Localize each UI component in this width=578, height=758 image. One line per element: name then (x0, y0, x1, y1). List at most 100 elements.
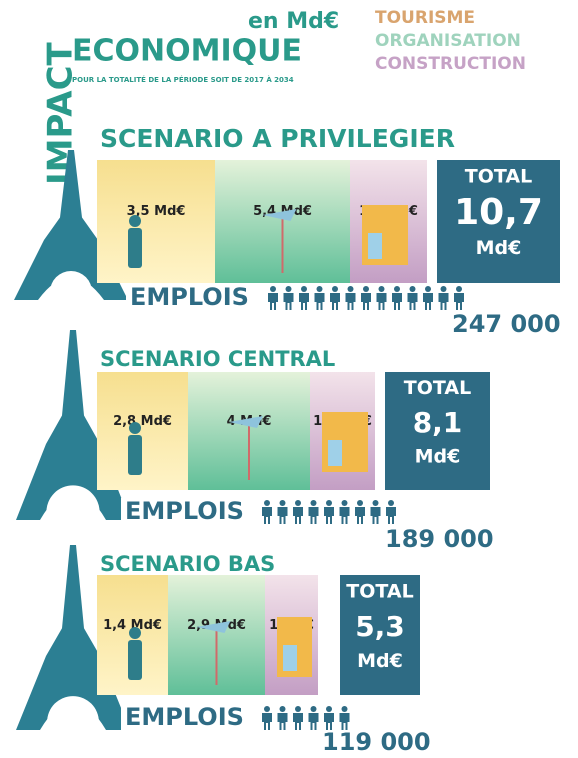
sign-icon (229, 416, 263, 428)
person-icon (324, 713, 334, 730)
legend-entry: CONSTRUCTION (375, 54, 526, 74)
total-unit: Md€ (357, 650, 403, 672)
person-icon (440, 286, 447, 292)
legend-entry: ORGANISATION (375, 31, 521, 51)
person-icon (425, 286, 431, 292)
person-icon (285, 286, 292, 292)
person-icon (264, 706, 270, 712)
total-box (437, 160, 560, 283)
person-icon (372, 500, 379, 506)
person-icon (407, 293, 418, 310)
total-label: TOTAL (465, 166, 532, 188)
person-icon (376, 293, 387, 310)
emplois-label: EMPLOIS (130, 283, 249, 311)
total-box (385, 372, 490, 490)
person-icon (347, 286, 354, 292)
person-icon (454, 293, 464, 310)
person-icon (409, 286, 416, 292)
person-icon (357, 500, 363, 506)
tower-arch (50, 271, 92, 313)
sign-icon (196, 621, 231, 633)
legend-entry: TOURISME (375, 8, 475, 28)
person-icon (295, 706, 301, 712)
tourist-icon (128, 228, 142, 268)
segment (97, 160, 215, 283)
person-icon (378, 286, 385, 292)
emplois-value: 247 000 (452, 310, 561, 338)
person-icon (277, 713, 288, 730)
person-icon (310, 706, 317, 712)
scenario-title: SCENARIO CENTRAL (100, 347, 335, 371)
person-icon (330, 293, 340, 310)
person-icon (324, 507, 334, 524)
sign-icon (262, 209, 297, 221)
person-icon (262, 713, 272, 730)
person-icon (456, 286, 462, 292)
person-icon (339, 507, 350, 524)
person-icon (361, 293, 371, 310)
person-icon (279, 500, 286, 506)
emplois-label: EMPLOIS (125, 497, 244, 525)
scenario-title: SCENARIO A PRIVILEGIER (100, 124, 455, 153)
segment-label: 2,8 Md€ (113, 414, 172, 429)
total-value: 8,1 (413, 406, 463, 439)
building-window (283, 645, 297, 671)
person-icon (293, 713, 303, 730)
building-window (328, 440, 342, 466)
building-window (368, 233, 382, 259)
unit: en Md€ (248, 9, 339, 34)
subtitle: POUR LA TOTALITÉ DE LA PÉRIODE SOIT DE 2… (72, 75, 294, 84)
emplois-value: 189 000 (385, 525, 494, 553)
person-icon (270, 286, 276, 292)
person-icon (262, 507, 272, 524)
tourist-icon (129, 627, 141, 639)
tourist-icon (128, 640, 142, 680)
tower-arch (47, 696, 99, 748)
emplois-label: EMPLOIS (125, 703, 244, 731)
segment-label: 3,5 Md€ (127, 204, 186, 219)
person-icon (299, 293, 309, 310)
person-icon (295, 500, 301, 506)
total-unit: Md€ (415, 445, 461, 467)
segment-label: 1,4 Md€ (103, 618, 162, 633)
person-icon (310, 500, 317, 506)
total-label: TOTAL (404, 377, 471, 399)
person-icon (363, 286, 369, 292)
person-icon (388, 500, 394, 506)
person-icon (293, 507, 303, 524)
person-icon (279, 706, 286, 712)
person-icon (332, 286, 338, 292)
scenario-title: SCENARIO BAS (100, 552, 275, 576)
emplois-value: 119 000 (322, 728, 431, 756)
person-icon (308, 713, 319, 730)
person-icon (301, 286, 307, 292)
person-icon (277, 507, 288, 524)
person-icon (316, 286, 323, 292)
person-icon (370, 507, 381, 524)
segment (97, 372, 188, 490)
title: ECONOMIQUE (72, 34, 302, 69)
person-icon (264, 500, 270, 506)
total-value: 5,3 (355, 610, 405, 643)
total-unit: Md€ (476, 237, 522, 259)
person-icon (308, 507, 319, 524)
tower-arch (46, 485, 100, 539)
tourist-icon (129, 215, 141, 227)
person-icon (326, 706, 332, 712)
total-label: TOTAL (346, 580, 413, 602)
person-icon (341, 500, 348, 506)
person-icon (392, 293, 402, 310)
person-icon (339, 713, 350, 730)
person-icon (341, 706, 348, 712)
person-icon (326, 500, 332, 506)
person-icon (283, 293, 294, 310)
person-icon (355, 507, 365, 524)
total-value: 10,7 (454, 192, 543, 233)
tourist-icon (128, 435, 142, 475)
person-icon (345, 293, 356, 310)
person-icon (394, 286, 400, 292)
person-icon (268, 293, 278, 310)
person-icon (438, 293, 449, 310)
